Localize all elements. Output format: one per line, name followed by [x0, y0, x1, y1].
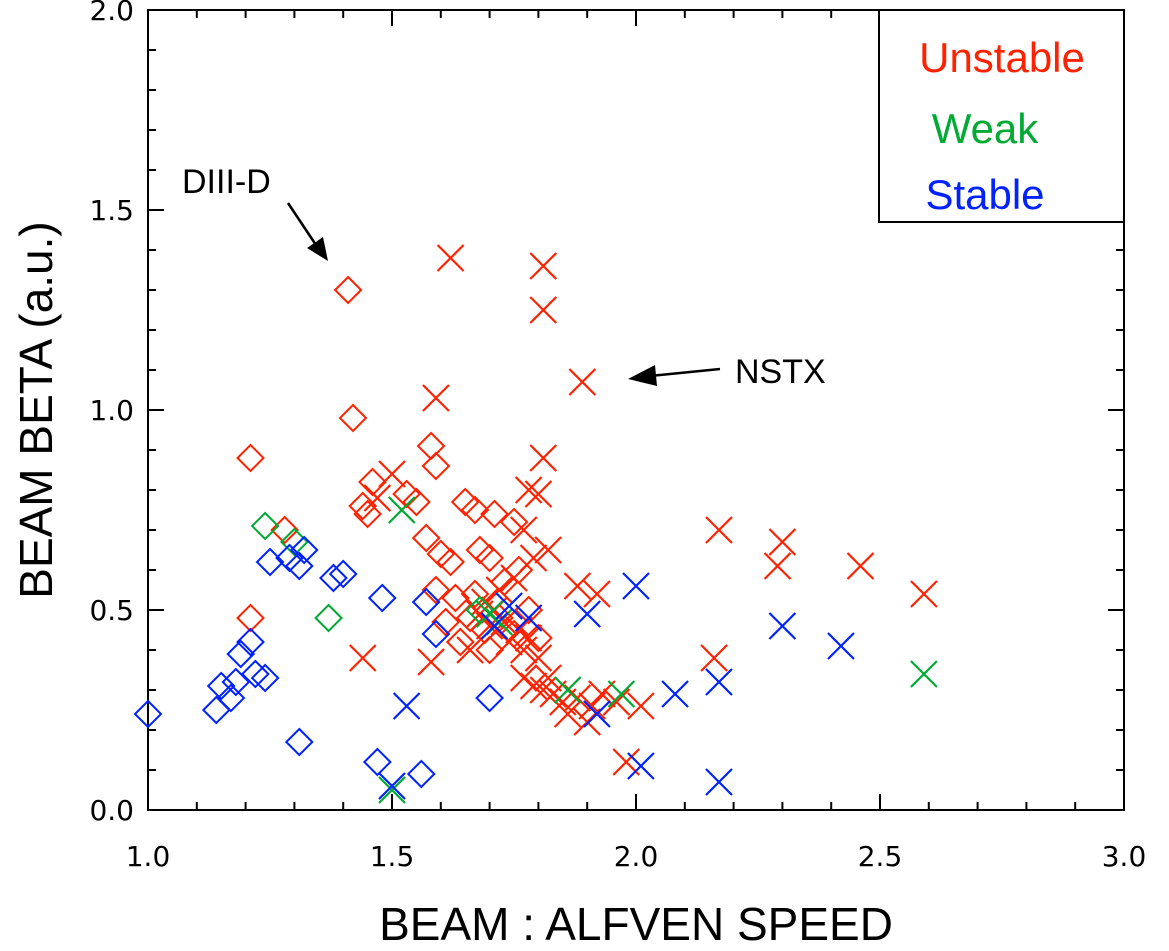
x-axis-title: BEAM : ALFVEN SPEED	[379, 898, 893, 950]
legend-label-unstable: Unstable	[919, 34, 1085, 81]
cross-marker	[706, 669, 732, 695]
cross-marker	[701, 645, 727, 671]
cross-marker	[569, 369, 595, 395]
cross-marker	[608, 681, 634, 707]
cross-marker	[379, 461, 405, 487]
cross-marker	[628, 693, 654, 719]
data-points	[135, 245, 937, 803]
y-tick-label: 2.0	[89, 0, 134, 27]
annotation-label-diii-d: DIII-D	[182, 163, 271, 201]
cross-marker	[911, 661, 937, 687]
diamond-marker	[286, 729, 312, 755]
cross-marker	[530, 253, 556, 279]
arrowhead-nstx	[628, 365, 657, 386]
diamond-marker	[237, 605, 263, 631]
annotation-diii-d: DIII-D	[182, 163, 328, 261]
diamond-marker	[477, 545, 503, 571]
diamond-marker	[403, 489, 429, 515]
diamond-marker	[477, 685, 503, 711]
diamond-marker	[408, 761, 434, 787]
diamond-marker	[467, 537, 493, 563]
annotation-label-nstx: NSTX	[735, 353, 826, 391]
cross-marker	[579, 693, 605, 719]
cross-marker	[847, 553, 873, 579]
cross-marker	[525, 481, 551, 507]
cross-marker	[418, 649, 444, 675]
cross-marker	[516, 477, 542, 503]
diamond-marker	[252, 513, 278, 539]
cross-marker	[350, 645, 376, 671]
diamond-marker	[257, 549, 283, 575]
cross-marker	[511, 517, 537, 543]
diamond-marker	[364, 749, 390, 775]
diamond-marker	[394, 481, 420, 507]
x-tick-label: 1.0	[126, 840, 171, 873]
y-axis-title: BEAM BETA (a.u.)	[10, 221, 62, 598]
cross-marker	[584, 701, 610, 727]
cross-marker	[706, 517, 732, 543]
legend-label-weak: Weak	[932, 105, 1040, 152]
cross-marker	[394, 693, 420, 719]
diamond-marker	[335, 277, 361, 303]
cross-marker	[603, 689, 629, 715]
cross-marker	[457, 637, 483, 663]
x-tick-label: 1.5	[370, 840, 415, 873]
x-tick-label: 2.0	[614, 840, 659, 873]
y-tick-label: 0.5	[89, 594, 134, 627]
diamond-marker	[359, 469, 385, 495]
diamond-marker	[423, 453, 449, 479]
cross-marker	[530, 297, 556, 323]
cross-marker	[564, 573, 590, 599]
diamond-marker	[203, 697, 229, 723]
diamond-marker	[462, 497, 488, 523]
series-unstable	[237, 245, 936, 775]
x-tick-label: 3.0	[1102, 840, 1147, 873]
diamond-marker	[452, 489, 478, 515]
cross-marker	[769, 613, 795, 639]
diamond-marker	[237, 445, 263, 471]
legend-label-stable: Stable	[925, 171, 1044, 218]
cross-marker	[911, 581, 937, 607]
diamond-marker	[316, 605, 342, 631]
cross-marker	[521, 673, 547, 699]
cross-marker	[765, 553, 791, 579]
cross-marker	[662, 681, 688, 707]
series-stable	[135, 537, 854, 799]
y-tick-label: 0.0	[89, 794, 134, 827]
x-tick-label: 2.5	[858, 840, 903, 873]
diamond-marker	[438, 549, 464, 575]
cross-marker	[828, 633, 854, 659]
y-tick-label: 1.5	[89, 194, 134, 227]
diamond-marker	[481, 501, 507, 527]
annotation-arrow-nstx	[650, 369, 720, 376]
diamond-marker	[418, 433, 444, 459]
cross-marker	[706, 769, 732, 795]
arrowhead-diii-d	[307, 237, 328, 261]
cross-marker	[535, 537, 561, 563]
cross-marker	[423, 385, 449, 411]
annotation-nstx: NSTX	[628, 353, 826, 391]
diamond-marker	[340, 405, 366, 431]
legend: Unstable Weak Stable	[879, 10, 1124, 222]
y-tick-label: 1.0	[89, 394, 134, 427]
diamond-marker	[442, 585, 468, 611]
cross-marker	[438, 245, 464, 271]
cross-marker	[623, 573, 649, 599]
diamond-marker	[369, 585, 395, 611]
cross-marker	[769, 529, 795, 555]
annotation-arrow-diii-d	[288, 203, 318, 248]
cross-marker	[516, 605, 542, 631]
cross-marker	[511, 637, 537, 663]
cross-marker	[555, 701, 581, 727]
cross-marker	[530, 445, 556, 471]
